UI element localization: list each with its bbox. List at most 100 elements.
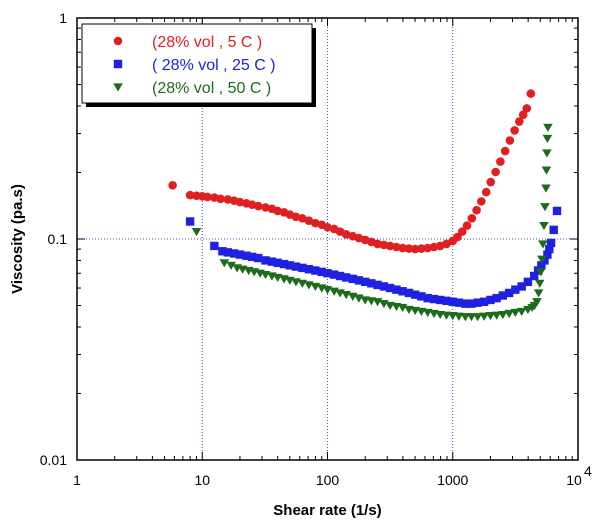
x-tick-label: 1000 [437,472,468,488]
data-point [479,312,489,321]
x-tick-label: 10 [194,472,210,488]
x-axis-title: Shear rate (1/s) [273,502,381,519]
series-2-markers [191,123,553,322]
y-axis-title: Viscosity (pa.s) [9,184,26,294]
data-point [385,241,395,251]
data-point [442,296,451,306]
data-point [279,259,289,269]
data-point [441,311,452,320]
data-point [311,266,320,275]
data-point [235,197,245,207]
data-point [517,282,526,291]
data-point [526,89,536,98]
data-point [285,261,294,270]
data-point [500,146,510,156]
data-point [226,261,236,270]
data-point [496,157,505,166]
data-point [273,206,282,216]
data-point [539,221,549,231]
data-point [498,291,508,300]
data-point [510,308,521,318]
data-point [298,263,307,273]
data-point [323,222,332,232]
data-point [542,149,552,158]
data-point [335,271,345,281]
data-point [476,197,486,206]
data-point [472,313,483,322]
data-point [392,285,401,294]
data-point [417,292,426,301]
data-point [498,310,508,320]
y-tick-label: 1 [59,10,67,26]
series-0-markers [168,89,536,254]
data-point [462,221,472,230]
data-point [461,299,470,308]
data-point [505,136,515,145]
data-point [516,307,527,317]
data-point [511,285,520,294]
data-point [210,241,219,251]
data-point [533,289,544,298]
data-point [291,262,301,271]
data-point [423,293,432,303]
data-point [491,167,500,177]
data-point [304,216,314,226]
data-point [522,104,532,113]
data-point [429,294,439,304]
x-tick-label-max-base: 10 [566,472,582,488]
data-point [223,248,233,257]
data-point [481,187,491,197]
data-point [491,311,502,320]
data-point [457,227,467,236]
data-point [247,252,257,262]
data-point [552,206,562,216]
data-point [541,166,552,175]
data-point [460,313,471,322]
data-point [510,126,519,135]
legend-label: (28% vol , 50 C ) [152,80,271,97]
data-point [479,297,489,306]
data-point [486,295,495,305]
data-point [543,250,552,259]
data-point [504,309,514,319]
data-point [304,265,314,274]
data-point [492,293,501,303]
data-markers [168,89,562,322]
data-point [485,312,496,321]
data-point [329,270,339,279]
grid-lines [77,18,578,460]
data-point [385,283,395,293]
data-point [367,279,376,288]
data-point [235,250,245,259]
data-point [467,214,477,223]
data-point [543,123,553,132]
data-point [223,195,233,204]
data-point [523,277,533,287]
data-point [216,194,225,204]
data-point [254,253,263,263]
data-point [348,274,357,284]
data-point [466,313,477,322]
data-point [203,192,212,202]
data-point [404,288,414,298]
data-point [219,259,230,268]
data-point [545,244,554,254]
data-point [486,177,496,187]
legend-label: ( 28% vol , 25 C ) [152,57,276,74]
data-point [410,244,420,254]
data-point [261,256,270,265]
data-point [532,298,542,307]
data-point [417,244,426,253]
x-tick-label: 1 [73,472,81,488]
x-tick-label-max-exponent: 4 [584,463,592,479]
data-point [454,312,464,321]
x-tick-label: 100 [316,472,340,488]
data-point [537,255,547,264]
data-point [341,230,351,239]
data-point [530,271,539,281]
data-point [373,280,382,290]
data-point [230,249,239,258]
data-point [410,290,420,299]
